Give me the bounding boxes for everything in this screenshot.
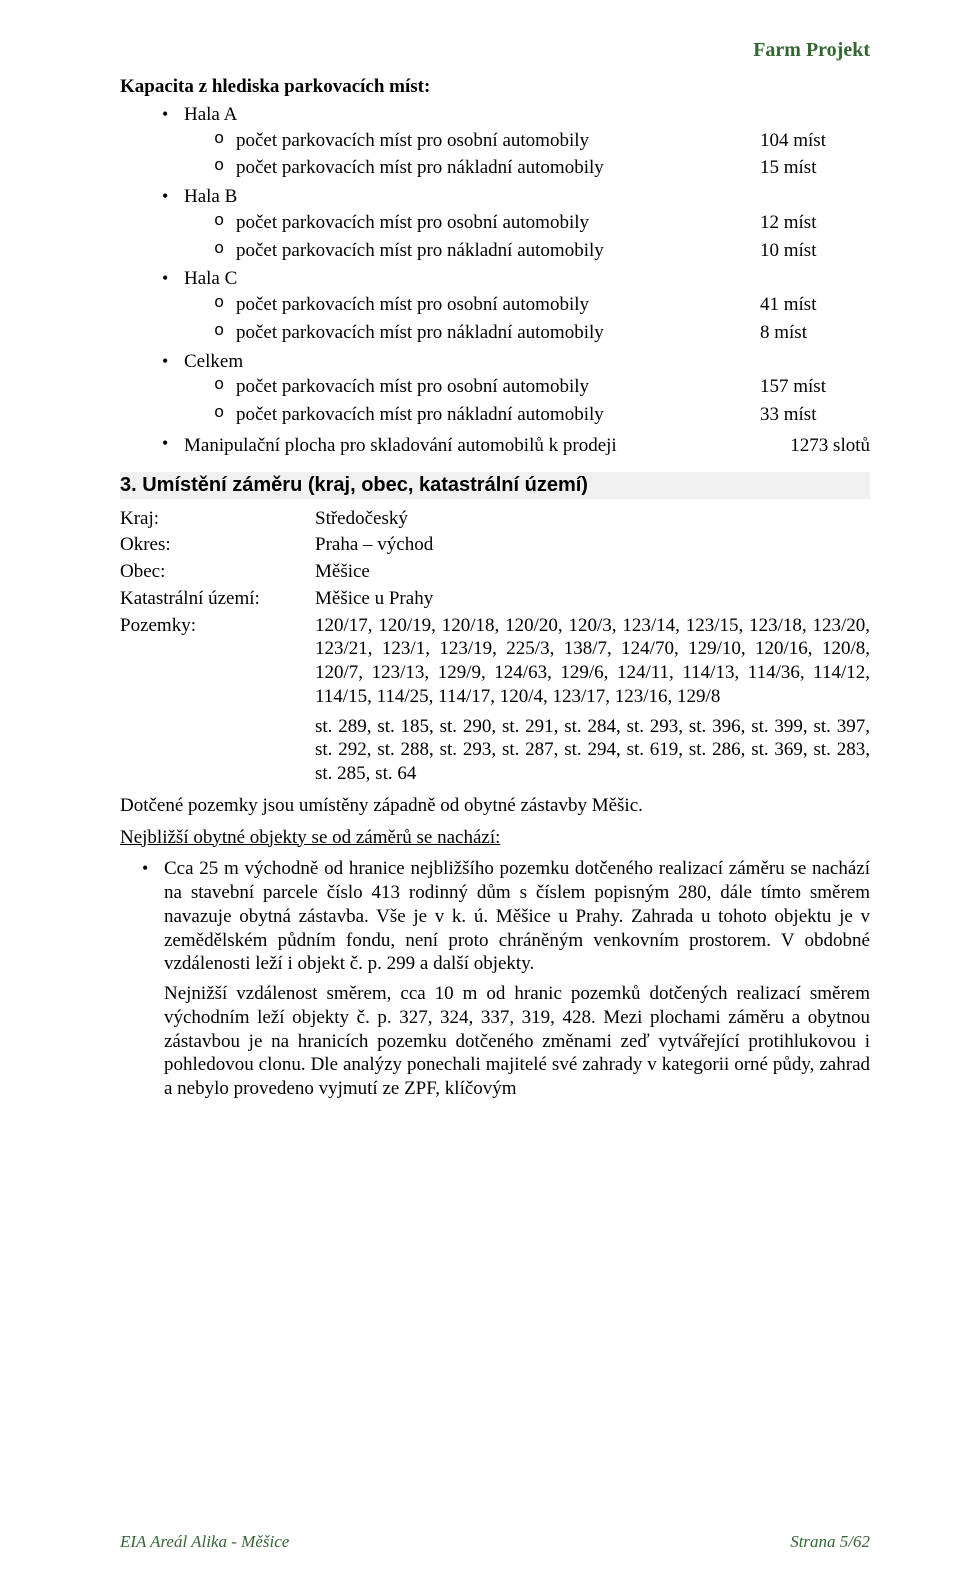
footer-left: EIA Areál Alika - Měšice (120, 1531, 289, 1552)
label: Katastrální území: (120, 587, 315, 611)
item-label: počet parkovacích míst pro nákladní auto… (214, 321, 604, 345)
value: 120/17, 120/19, 120/18, 120/20, 120/3, 1… (315, 614, 870, 709)
item-value: 104 míst (760, 129, 870, 153)
sub-item: počet parkovacích míst pro osobní automo… (214, 209, 870, 237)
body-bullets: Cca 25 m východně od hranice nejbližšího… (142, 857, 870, 1101)
manip-label: Manipulační plocha pro skladování automo… (184, 434, 617, 458)
item-value: 12 míst (760, 211, 870, 235)
item-value: 15 míst (760, 156, 870, 180)
group-label: Hala A (184, 104, 237, 125)
paragraph-dotcene: Dotčené pozemky jsou umístěny západně od… (120, 794, 870, 818)
group-label: Celkem (184, 351, 243, 372)
group-manip: Manipulační plocha pro skladování automo… (162, 432, 870, 460)
sub-item: počet parkovacích míst pro osobní automo… (214, 373, 870, 401)
footer-right: Strana 5/62 (790, 1531, 870, 1552)
sub-list: počet parkovacích míst pro osobní automo… (214, 291, 870, 347)
item-value: 33 míst (760, 403, 870, 427)
document-header: Farm Projekt (120, 38, 870, 63)
sub-item: počet parkovacích míst pro nákladní auto… (214, 401, 870, 429)
group-hala-a: Hala A počet parkovacích míst pro osobní… (162, 103, 870, 182)
group-hala-c: Hala C počet parkovacích míst pro osobní… (162, 267, 870, 346)
item-label: počet parkovacích míst pro nákladní auto… (214, 156, 604, 180)
value: Středočeský (315, 507, 870, 531)
group-celkem: Celkem počet parkovacích míst pro osobní… (162, 350, 870, 429)
label: Okres: (120, 533, 315, 557)
bullet-item: Cca 25 m východně od hranice nejbližšího… (142, 857, 870, 1101)
label: Obec: (120, 560, 315, 584)
item-value: 157 míst (760, 375, 870, 399)
sub-item: počet parkovacích míst pro nákladní auto… (214, 319, 870, 347)
value: Praha – východ (315, 533, 870, 557)
bullet-text: Cca 25 m východně od hranice nejbližšího… (164, 858, 870, 974)
capacity-list: Hala A počet parkovacích míst pro osobní… (162, 103, 870, 460)
item-label: počet parkovacích míst pro osobní automo… (214, 129, 589, 153)
item-value: 10 míst (760, 239, 870, 263)
sub-item: počet parkovacích míst pro osobní automo… (214, 127, 870, 155)
kv-okres: Okres: Praha – východ (120, 533, 870, 557)
value: Měšice u Prahy (315, 587, 870, 611)
sub-list: počet parkovacích míst pro osobní automo… (214, 127, 870, 183)
item-value: 41 míst (760, 293, 870, 317)
group-hala-b: Hala B počet parkovacích míst pro osobní… (162, 185, 870, 264)
header-title: Farm Projekt (753, 39, 870, 61)
capacity-heading: Kapacita z hlediska parkovacích míst: (120, 75, 870, 99)
group-label: Hala B (184, 186, 237, 207)
sub-item: počet parkovacích míst pro nákladní auto… (214, 154, 870, 182)
item-label: počet parkovacích míst pro osobní automo… (214, 211, 589, 235)
kv-pozemky-2: st. 289, st. 185, st. 290, st. 291, st. … (120, 715, 870, 786)
manip-value: 1273 slotů (790, 434, 870, 458)
group-label: Hala C (184, 268, 237, 289)
sub-list: počet parkovacích míst pro osobní automo… (214, 209, 870, 265)
kv-ku: Katastrální území: Měšice u Prahy (120, 587, 870, 611)
item-label: počet parkovacích míst pro osobní automo… (214, 293, 589, 317)
page: Farm Projekt Kapacita z hlediska parkova… (0, 0, 960, 1582)
item-label: počet parkovacích míst pro osobní automo… (214, 375, 589, 399)
label: Pozemky: (120, 614, 315, 709)
sub-item: počet parkovacích míst pro nákladní auto… (214, 237, 870, 265)
kv-kraj: Kraj: Středočeský (120, 507, 870, 531)
kv-obec: Obec: Měšice (120, 560, 870, 584)
item-label: počet parkovacích míst pro nákladní auto… (214, 239, 604, 263)
bullet-text-2: Nejnižší vzdálenost směrem, cca 10 m od … (164, 982, 870, 1101)
value: st. 289, st. 185, st. 290, st. 291, st. … (315, 715, 870, 786)
item-label: počet parkovacích míst pro nákladní auto… (214, 403, 604, 427)
section-3-title: 3. Umístění záměru (kraj, obec, katastrá… (120, 472, 870, 499)
value: Měšice (315, 560, 870, 584)
paragraph-nejblizsi: Nejbližší obytné objekty se od záměrů se… (120, 826, 870, 850)
sub-list: počet parkovacích míst pro osobní automo… (214, 373, 870, 429)
kv-pozemky: Pozemky: 120/17, 120/19, 120/18, 120/20,… (120, 614, 870, 709)
page-footer: EIA Areál Alika - Měšice Strana 5/62 (120, 1531, 870, 1552)
label-empty (120, 715, 315, 786)
label: Kraj: (120, 507, 315, 531)
item-value: 8 míst (760, 321, 870, 345)
sub-item: počet parkovacích míst pro osobní automo… (214, 291, 870, 319)
